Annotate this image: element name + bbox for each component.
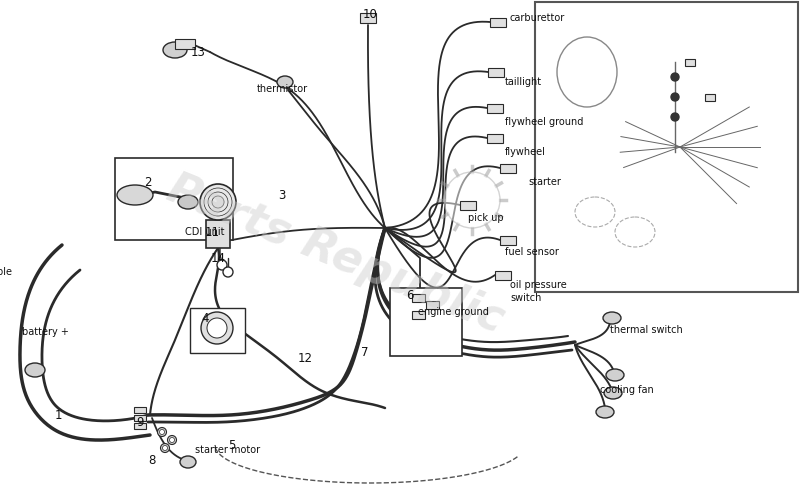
Bar — [500, 164, 516, 173]
Ellipse shape — [604, 387, 622, 399]
Text: pick up: pick up — [468, 213, 504, 223]
Text: 11: 11 — [205, 225, 219, 239]
Text: thermal switch: thermal switch — [610, 325, 682, 335]
Text: starter motor: starter motor — [195, 445, 260, 455]
Ellipse shape — [217, 260, 227, 270]
Circle shape — [671, 113, 679, 121]
Text: carburettor: carburettor — [510, 13, 566, 23]
Circle shape — [200, 184, 236, 220]
Ellipse shape — [557, 37, 617, 107]
Text: flywheel ground: flywheel ground — [505, 117, 583, 127]
Bar — [412, 311, 425, 319]
Bar — [426, 301, 439, 309]
Bar — [487, 104, 503, 113]
Circle shape — [207, 318, 227, 338]
Text: 7: 7 — [362, 345, 369, 359]
Bar — [134, 415, 146, 421]
Text: Parts Republic: Parts Republic — [162, 168, 510, 342]
Circle shape — [201, 312, 233, 344]
Bar — [190, 308, 245, 353]
Text: 8: 8 — [148, 454, 156, 466]
Ellipse shape — [117, 185, 153, 205]
Bar — [500, 236, 516, 245]
Text: oil pressure: oil pressure — [510, 280, 566, 290]
Text: taillight: taillight — [505, 77, 542, 87]
Bar — [535, 2, 798, 292]
Circle shape — [161, 443, 170, 452]
Bar — [115, 158, 233, 240]
Bar — [705, 94, 715, 101]
Ellipse shape — [575, 197, 615, 227]
Text: 9: 9 — [136, 416, 144, 428]
Bar — [488, 68, 504, 77]
Text: thermistor: thermistor — [257, 84, 307, 94]
Text: starter: starter — [528, 177, 561, 187]
Bar — [685, 59, 695, 66]
Text: 2: 2 — [144, 175, 152, 189]
Text: flywheel: flywheel — [505, 147, 546, 157]
Text: main cable: main cable — [0, 267, 12, 277]
Ellipse shape — [606, 369, 624, 381]
Bar — [412, 294, 425, 302]
Text: 12: 12 — [298, 351, 313, 365]
Bar — [134, 423, 146, 429]
Text: battery +: battery + — [22, 327, 69, 337]
Text: fuel sensor: fuel sensor — [505, 247, 559, 257]
Circle shape — [671, 93, 679, 101]
Text: 5: 5 — [228, 439, 236, 451]
Circle shape — [167, 436, 177, 444]
Circle shape — [158, 427, 166, 437]
Circle shape — [162, 445, 167, 450]
Circle shape — [170, 438, 174, 442]
Bar — [487, 134, 503, 143]
Text: 1: 1 — [54, 409, 62, 421]
Ellipse shape — [596, 406, 614, 418]
Circle shape — [159, 430, 165, 435]
Text: 13: 13 — [190, 46, 206, 58]
Bar — [490, 18, 506, 27]
Ellipse shape — [180, 456, 196, 468]
Text: 10: 10 — [362, 7, 378, 21]
Bar — [134, 407, 146, 413]
Text: cooling fan: cooling fan — [600, 385, 654, 395]
Bar — [206, 220, 230, 248]
Bar — [495, 271, 511, 280]
Text: CDI unit: CDI unit — [185, 227, 225, 237]
Text: 4: 4 — [202, 312, 209, 324]
Text: engine ground: engine ground — [418, 307, 489, 317]
Text: 6: 6 — [406, 289, 414, 301]
Ellipse shape — [223, 267, 233, 277]
Ellipse shape — [25, 363, 45, 377]
Text: 3: 3 — [278, 189, 286, 201]
Bar — [360, 13, 376, 23]
Ellipse shape — [603, 312, 621, 324]
Text: switch: switch — [510, 293, 542, 303]
Bar — [175, 39, 195, 49]
Ellipse shape — [163, 42, 187, 58]
Bar — [390, 288, 462, 356]
Ellipse shape — [178, 195, 198, 209]
Ellipse shape — [277, 76, 293, 88]
Circle shape — [671, 73, 679, 81]
Bar — [460, 201, 476, 210]
Circle shape — [444, 172, 500, 228]
Ellipse shape — [615, 217, 655, 247]
Text: 14: 14 — [210, 251, 226, 265]
